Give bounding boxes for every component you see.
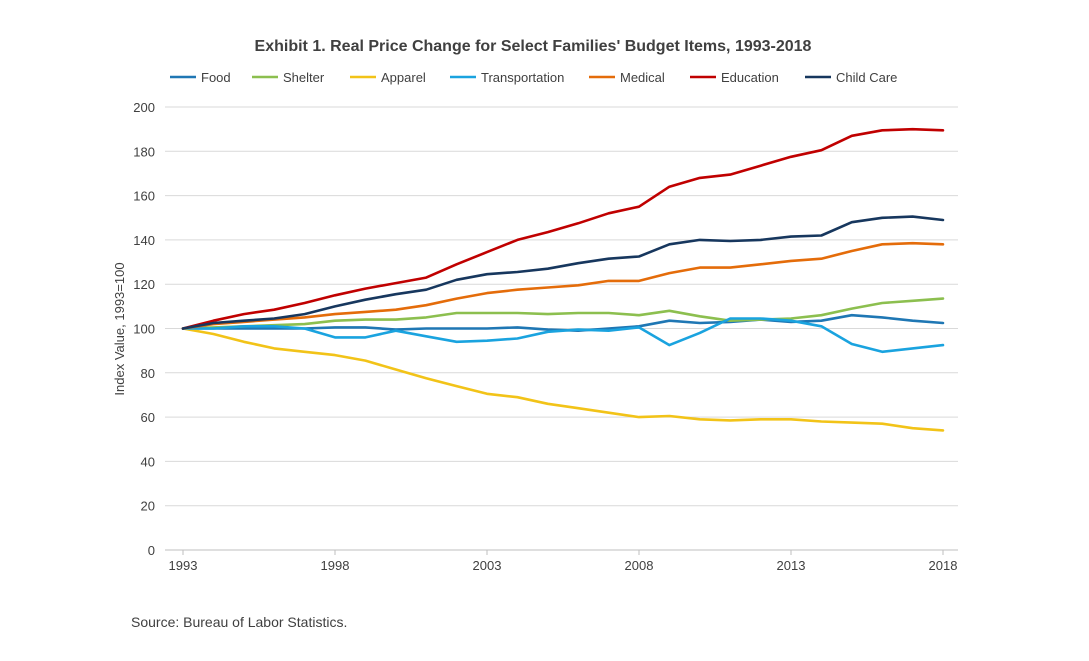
y-tick-label: 100 [133,322,155,337]
series-line-education [181,127,945,330]
x-tick-label: 2003 [473,558,502,573]
series-line-shelter [181,297,945,330]
x-tick-label: 2008 [625,558,654,573]
legend-label: Transportation [481,70,564,85]
x-tick-label: 1998 [321,558,350,573]
legend-label: Child Care [836,70,897,85]
y-tick-label: 160 [133,189,155,204]
x-tick-label: 2013 [777,558,806,573]
y-tick-label: 120 [133,277,155,292]
y-tick-label: 180 [133,144,155,159]
y-tick-label: 140 [133,233,155,248]
series-line-transportation [181,317,945,354]
x-tick-label: 2018 [929,558,958,573]
legend-label: Medical [620,70,665,85]
x-tick-label: 1993 [169,558,198,573]
y-tick-label: 60 [141,410,155,425]
series-line-medical [181,241,945,330]
y-tick-label: 20 [141,499,155,514]
y-tick-label: 200 [133,100,155,115]
legend: Food Shelter Apparel Transportation Medical E… [170,70,897,85]
x-axis-ticks: 1993 1998 2003 2008 2013 2018 [169,550,958,573]
series-line-child-care [181,215,945,330]
series-line-apparel [181,327,945,432]
y-tick-label: 0 [148,543,155,558]
legend-label: Food [201,70,231,85]
y-axis-title: Index Value, 1993=100 [112,262,127,395]
legend-label: Apparel [381,70,426,85]
y-axis-ticks: 0 20 40 60 80 100 120 140 160 180 200 [133,100,155,558]
y-tick-label: 80 [141,366,155,381]
series-lines [181,127,945,432]
legend-label: Education [721,70,779,85]
y-tick-label: 40 [141,454,155,469]
chart-title: Exhibit 1. Real Price Change for Select … [255,38,812,55]
source-note: Source: Bureau of Labor Statistics. [131,614,347,630]
legend-label: Shelter [283,70,325,85]
